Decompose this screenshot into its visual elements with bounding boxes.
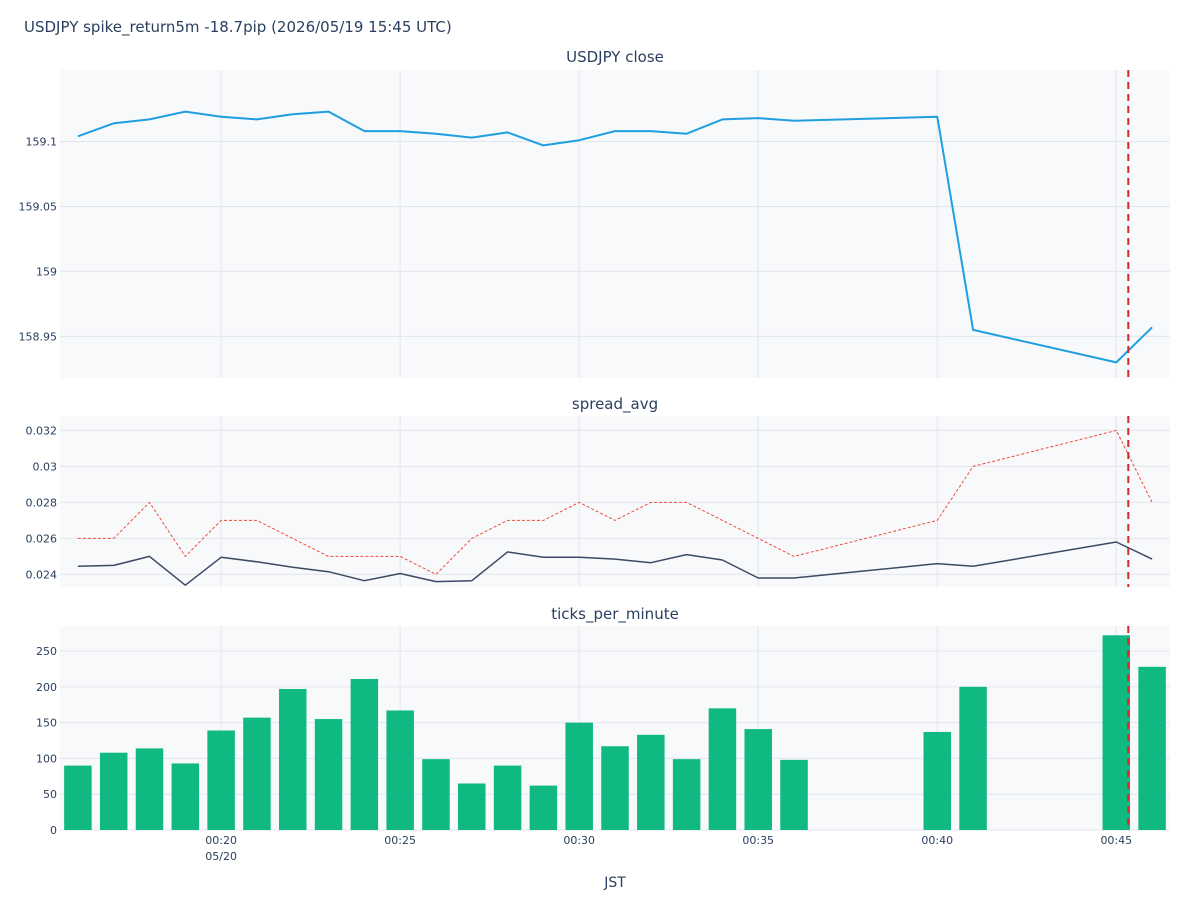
y-tick-label: 250 <box>36 645 57 658</box>
x-date-label: 05/20 <box>205 850 237 863</box>
bar <box>458 783 486 830</box>
y-tick-label: 150 <box>36 717 57 730</box>
subplot-title: USDJPY close <box>566 48 664 66</box>
bar <box>386 710 414 830</box>
bar <box>493 765 522 830</box>
x-tick-label: 00:40 <box>921 834 953 847</box>
y-tick-label: 0.032 <box>26 424 58 437</box>
x-tick-label: 00:30 <box>563 834 595 847</box>
x-tick-label: 00:25 <box>384 834 416 847</box>
y-tick-label: 159.1 <box>26 135 58 148</box>
y-tick-label: 0.026 <box>26 532 58 545</box>
y-tick-label: 50 <box>43 788 57 801</box>
bar <box>350 678 379 830</box>
x-tick-label: 00:45 <box>1100 834 1132 847</box>
bar <box>278 688 307 830</box>
bar <box>708 708 737 830</box>
subplot-title: ticks_per_minute <box>551 605 679 624</box>
y-tick-label: 100 <box>36 752 57 765</box>
bar <box>207 730 235 830</box>
bar <box>923 731 952 830</box>
bar <box>529 785 558 830</box>
series-line <box>77 110 1153 364</box>
y-tick-label: 159.05 <box>19 200 58 213</box>
x-tick-label: 00:20 <box>205 834 237 847</box>
bar <box>99 752 128 830</box>
bar <box>959 686 987 830</box>
bar <box>565 722 593 830</box>
bar <box>171 763 200 830</box>
y-tick-label: 0.028 <box>26 496 58 509</box>
bar <box>64 765 92 830</box>
y-tick-label: 0 <box>50 824 57 837</box>
bar <box>243 717 271 830</box>
panel-ticks-per-minute: 250 200 150 100 50 0 ticks_per_minute <box>36 605 1170 837</box>
x-axis-title: JST <box>603 875 626 891</box>
bar <box>422 759 450 830</box>
bar <box>637 734 665 830</box>
y-tick-label: 159 <box>36 265 57 278</box>
series-line <box>77 429 1153 575</box>
bar <box>1102 635 1131 830</box>
plot-area <box>60 70 1170 378</box>
y-tick-label: 0.03 <box>33 460 58 473</box>
panel-usdjpy-close: 159.1 159.05 159 158.95 USDJPY close <box>19 48 1170 378</box>
bar <box>672 759 701 830</box>
bar <box>601 746 629 830</box>
series-line <box>77 541 1153 586</box>
y-tick-label: 158.95 <box>19 330 58 343</box>
panel-spread-avg: 0.032 0.03 0.028 0.026 0.024 spread_avg <box>26 395 1170 587</box>
y-tick-label: 0.024 <box>26 568 58 581</box>
bar <box>135 748 164 830</box>
subplot-title: spread_avg <box>572 395 658 414</box>
bar <box>780 759 808 830</box>
bar <box>744 729 772 830</box>
x-tick-label: 00:35 <box>742 834 774 847</box>
y-tick-label: 200 <box>36 681 57 694</box>
bar <box>314 719 343 830</box>
page-title: USDJPY spike_return5m -18.7pip (2026/05/… <box>24 18 452 36</box>
bar <box>1138 666 1166 830</box>
